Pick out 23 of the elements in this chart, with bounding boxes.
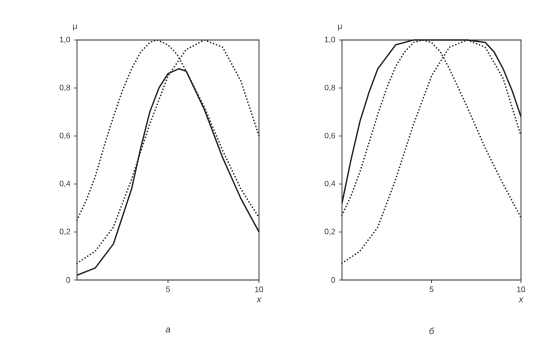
x-tick-label: 10 — [255, 286, 264, 292]
x-tick-label: 5 — [430, 286, 434, 292]
x-axis-title: x — [256, 298, 262, 302]
y-tick-label: 0,4 — [60, 180, 70, 188]
y-tick-label: 0,2 — [324, 228, 336, 236]
x-axis-title: x — [518, 298, 524, 302]
y-tick-label: 0 — [66, 277, 70, 283]
y-tick-label: 0 — [331, 277, 336, 283]
y-tick-label: 0,6 — [324, 132, 336, 140]
y-tick-label: 0,4 — [324, 180, 336, 188]
x-tick-label: 10 — [517, 286, 526, 292]
y-axis-title: μ — [73, 24, 77, 30]
y-axis-title: μ — [338, 24, 342, 30]
y-tick-label: 0,2 — [60, 228, 70, 236]
y-tick-label: 0,8 — [60, 84, 70, 92]
y-tick-label: 0,6 — [60, 132, 70, 140]
y-tick-label: 0,8 — [324, 84, 336, 92]
text: а — [166, 328, 170, 332]
text: б — [429, 328, 434, 334]
line-series — [76, 68, 260, 276]
y-tick-label: 1,0 — [324, 36, 336, 44]
y-tick-label: 1,0 — [60, 36, 70, 44]
x-tick-label: 5 — [166, 286, 170, 292]
